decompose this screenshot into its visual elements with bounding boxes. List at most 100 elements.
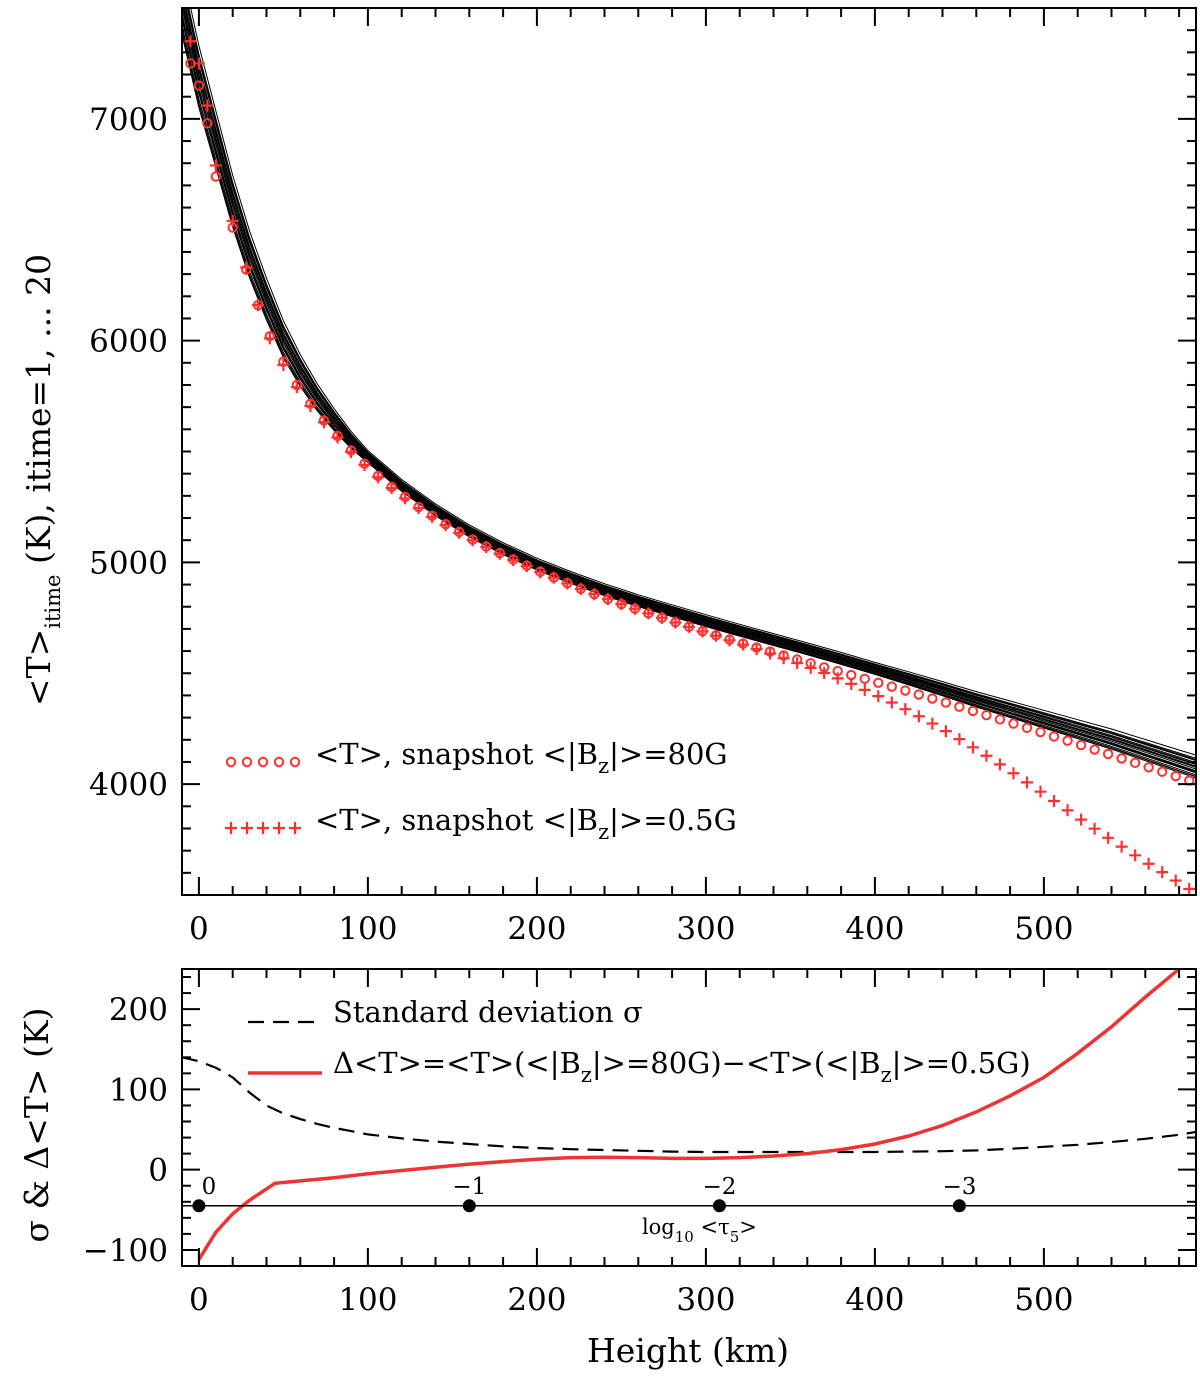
legend-marker-plus — [225, 822, 301, 834]
ensemble-line — [184, 8, 1196, 765]
ensemble-line — [182, 8, 1196, 768]
bottom-x-tick-label: 100 — [338, 1282, 397, 1318]
marker-05g — [655, 611, 668, 624]
legend-sigma-label: Standard deviation σ — [333, 995, 643, 1029]
marker-05g — [453, 526, 466, 539]
ensemble-line — [182, 19, 1196, 774]
marker-05g — [385, 482, 398, 495]
top-y-tick-label: 4000 — [89, 767, 168, 803]
ensemble-line — [184, 8, 1196, 765]
ensemble-line — [188, 8, 1196, 759]
marker-05g — [1034, 785, 1047, 798]
marker-05g — [201, 99, 214, 112]
bottom-y-tick-label: 100 — [109, 1072, 168, 1108]
x-axis-title: Height (km) — [587, 1331, 789, 1370]
marker-05g — [723, 634, 736, 647]
bottom-x-ticks: 0 100 200 300 400 500 — [189, 969, 1181, 1318]
marker-05g — [1142, 857, 1155, 870]
top-legend: <T>, snapshot <|Bz|>=80G <T>, snapshot <… — [225, 737, 737, 844]
tau-tick-label: −3 — [942, 1174, 976, 1200]
legend-delta-label: Δ<T>=<T>(<|Bz|>=80G)−<T>(<|Bz|>=0.5G) — [333, 1046, 1031, 1087]
marker-05g — [345, 445, 357, 458]
series-05g-markers — [184, 35, 1196, 895]
marker-05g — [791, 657, 804, 670]
marker-05g — [1129, 849, 1142, 862]
tau-axis-title: log10 <τ5> — [642, 1215, 757, 1246]
marker-05g — [263, 332, 276, 345]
bottom-x-tick-label: 500 — [1014, 1282, 1073, 1318]
marker-05g — [696, 625, 709, 638]
marker-05g — [615, 598, 628, 611]
tau-tick-label: 0 — [202, 1174, 217, 1200]
ensemble-line — [185, 8, 1196, 764]
marker-05g — [831, 672, 844, 685]
marker-80g — [1089, 744, 1100, 755]
marker-05g — [669, 616, 682, 629]
ensemble-line — [182, 8, 1196, 770]
marker-05g — [804, 661, 817, 674]
top-y-tick-label: 5000 — [89, 545, 168, 581]
ensemble-line — [186, 8, 1196, 762]
marker-05g — [872, 690, 885, 703]
top-x-tick-label: 400 — [845, 911, 904, 947]
marker-80g — [886, 681, 897, 692]
marker-05g — [209, 159, 222, 172]
marker-05g — [480, 541, 493, 554]
ensemble-line — [187, 8, 1196, 761]
marker-05g — [818, 667, 831, 680]
top-x-tick-label: 300 — [676, 911, 735, 947]
marker-05g — [412, 502, 425, 515]
marker-05g — [1088, 822, 1101, 835]
marker-80g — [927, 693, 938, 704]
top-x-tick-label: 0 — [189, 911, 209, 947]
marker-80g — [1035, 726, 1046, 738]
marker-05g — [993, 758, 1006, 771]
tau-tick-dot — [462, 1199, 476, 1213]
marker-80g — [1170, 770, 1181, 782]
legend-circle — [241, 756, 253, 768]
marker-05g — [561, 577, 574, 590]
tau-axis-ticks: 0 −1 −2 −3 — [192, 1174, 976, 1213]
marker-80g — [193, 80, 205, 91]
marker-05g — [304, 400, 317, 413]
legend-circle — [289, 756, 301, 768]
marker-05g — [1102, 831, 1115, 844]
marker-05g — [1021, 776, 1033, 789]
marker-80g — [1102, 748, 1114, 760]
legend-plus — [225, 822, 237, 834]
marker-05g — [1075, 813, 1088, 826]
marker-80g — [913, 689, 925, 700]
tau-tick-label: −1 — [452, 1174, 486, 1200]
marker-80g — [202, 118, 213, 129]
ensemble-line — [183, 8, 1196, 767]
bottom-x-tick-label: 200 — [507, 1282, 566, 1318]
marker-05g — [226, 214, 239, 227]
marker-05g — [290, 381, 303, 394]
marker-05g — [1156, 866, 1169, 879]
marker-05g — [683, 620, 695, 633]
tau-tick-dot — [952, 1199, 966, 1213]
marker-05g — [1007, 767, 1020, 780]
bottom-y-tick-label: 0 — [148, 1153, 168, 1189]
bottom-y-tick-label: −100 — [83, 1233, 168, 1269]
legend-circle — [273, 756, 285, 768]
marker-05g — [710, 629, 723, 642]
marker-05g — [953, 733, 966, 746]
marker-05g — [192, 57, 205, 70]
marker-05g — [547, 571, 560, 584]
ensemble-lines — [182, 8, 1196, 779]
top-y-axis-title: <T>itime (K), itime=1, ... 20 — [19, 254, 65, 706]
ensemble-line — [182, 8, 1196, 768]
bottom-y-ticks: −100 0 100 200 — [83, 976, 1196, 1269]
marker-05g — [588, 588, 601, 601]
top-x-ticks: 0 100 200 300 400 500 — [189, 8, 1181, 947]
marker-05g — [966, 741, 979, 754]
marker-05g — [628, 602, 641, 615]
top-panel: 0 100 200 300 400 500 4000 5000 6000 7000 <T>iti… — [19, 7, 1197, 947]
marker-05g — [439, 519, 452, 532]
marker-80g — [1129, 757, 1141, 769]
top-x-tick-label: 100 — [338, 911, 397, 947]
marker-05g — [331, 431, 344, 444]
marker-80g — [940, 697, 952, 708]
bottom-y-tick-label: 200 — [109, 992, 168, 1028]
